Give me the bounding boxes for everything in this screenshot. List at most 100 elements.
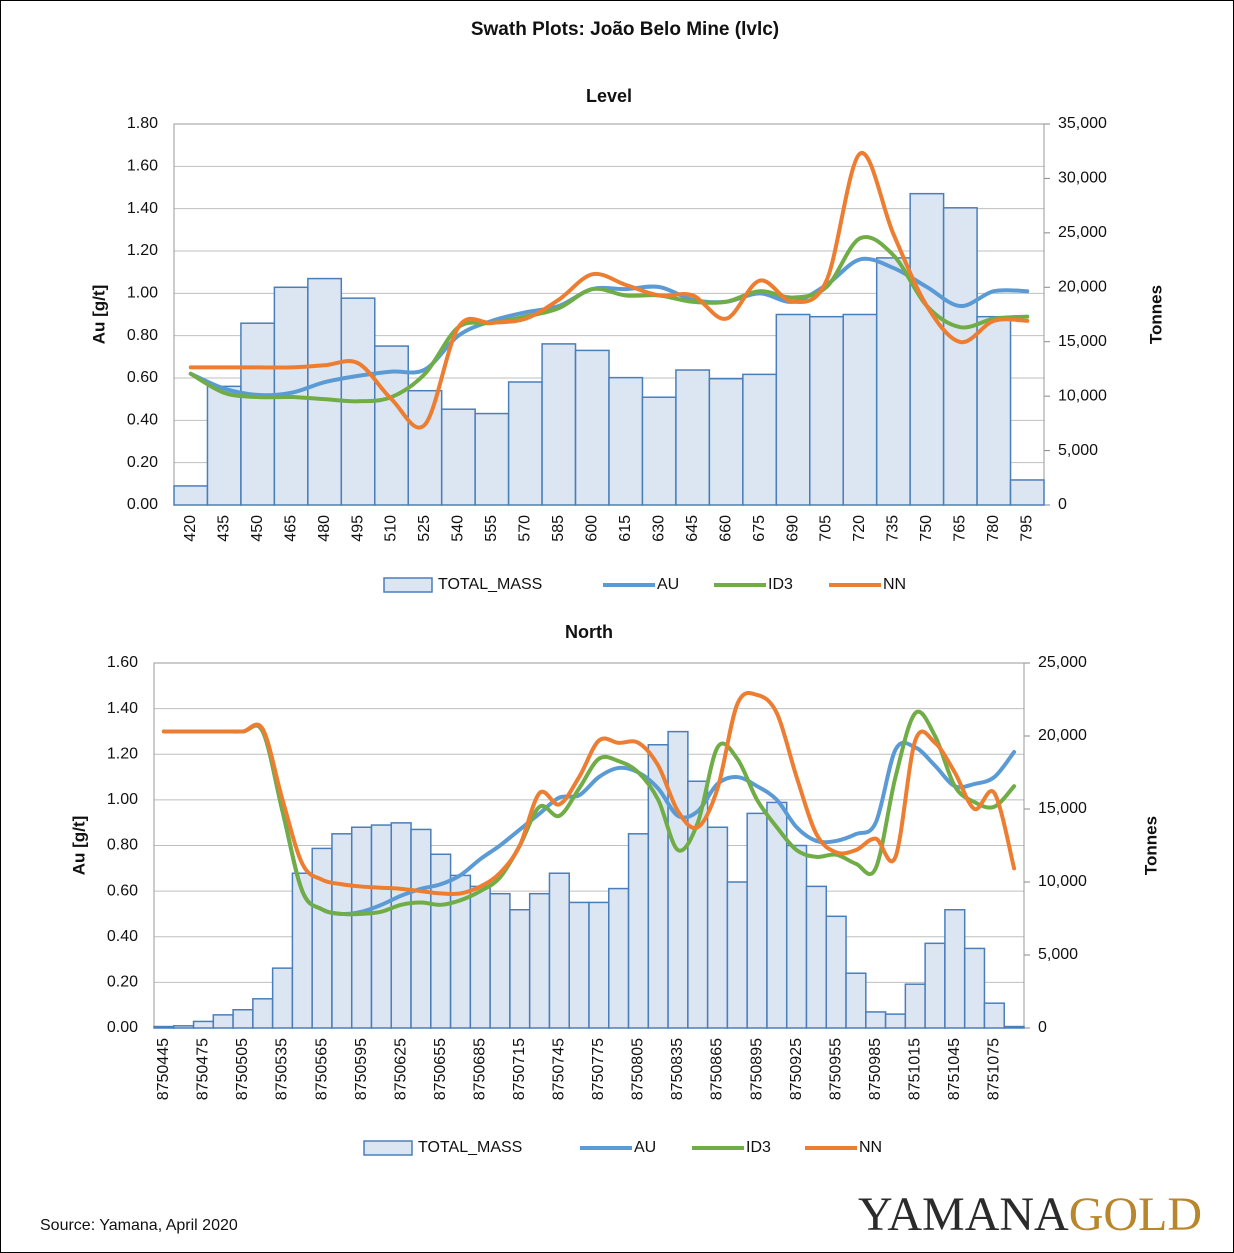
x-tick-label: 690 [784, 515, 801, 542]
x-tick-label: 570 [517, 515, 534, 542]
bar [212, 1014, 234, 1029]
legend-swatch [363, 1140, 413, 1156]
y2-tick-label: 0 [1038, 1019, 1047, 1036]
y-tick-label: 0.80 [127, 327, 158, 344]
x-tick-label: 8751075 [986, 1038, 1003, 1100]
x-tick-label: 8750805 [630, 1038, 647, 1100]
y2-axis-label: Tonnes [1141, 816, 1160, 875]
bar [845, 972, 867, 1029]
bar [641, 396, 677, 506]
bar [608, 376, 644, 506]
x-tick-label: 660 [717, 515, 734, 542]
x-tick-label: 705 [818, 515, 835, 542]
line-series [188, 151, 1030, 430]
x-tick-label: 675 [751, 515, 768, 542]
bar [1009, 479, 1045, 506]
x-tick-label: 585 [550, 515, 567, 542]
bar [983, 1002, 1005, 1029]
bar [192, 1020, 215, 1029]
y2-tick-label: 20,000 [1058, 279, 1107, 296]
y-tick-label: 1.40 [127, 200, 158, 217]
bar [548, 872, 570, 1029]
bar [775, 313, 811, 506]
bar [173, 1025, 195, 1029]
y2-tick-label: 5,000 [1038, 946, 1078, 963]
legend-label: AU [657, 576, 679, 593]
y-tick-label: 0.20 [107, 974, 138, 991]
y-tick-label: 1.60 [127, 158, 158, 175]
y-tick-label: 1.40 [107, 700, 138, 717]
bar [865, 1011, 887, 1029]
bar [942, 207, 978, 506]
bar [469, 885, 491, 1029]
x-tick-label: 465 [282, 515, 299, 542]
bar [875, 257, 911, 506]
bar [608, 887, 630, 1029]
bar [541, 343, 577, 506]
y2-tick-label: 25,000 [1058, 224, 1107, 241]
chart-title: Level [586, 86, 632, 106]
bar [667, 730, 689, 1029]
line-series [188, 235, 1030, 404]
source: Source: Yamana, April 2020 [40, 1217, 238, 1234]
y-tick-label: 0.00 [127, 496, 158, 513]
bar [944, 908, 966, 1029]
y-tick-label: 0.40 [107, 928, 138, 945]
x-tick-label: 510 [383, 515, 400, 542]
y-tick-label: 1.00 [107, 791, 138, 808]
y2-tick-label: 20,000 [1038, 727, 1087, 744]
x-tick-label: 8750745 [551, 1038, 568, 1100]
bar [574, 349, 610, 506]
line-series [188, 256, 1030, 398]
bar [708, 377, 744, 506]
y2-tick-label: 0 [1058, 496, 1067, 513]
y-tick-label: 0.60 [107, 882, 138, 899]
y2-tick-label: 10,000 [1058, 387, 1107, 404]
legend-label: NN [859, 1139, 882, 1156]
legend-label: ID3 [746, 1139, 771, 1156]
y2-tick-label: 35,000 [1058, 115, 1107, 132]
page-title: Swath Plots: João Belo Mine (lvlc) [471, 19, 779, 40]
bar [232, 1009, 254, 1029]
y-tick-label: 1.20 [127, 242, 158, 259]
bar [884, 1013, 907, 1029]
x-tick-label: 525 [416, 515, 433, 542]
legend-label: NN [883, 576, 906, 593]
line-series [161, 709, 1017, 917]
bar [252, 998, 274, 1029]
bar [370, 824, 393, 1029]
x-tick-label: 8750955 [827, 1038, 844, 1100]
logo-part: YAMANA [858, 1188, 1069, 1241]
legend-label: AU [634, 1139, 656, 1156]
y2-tick-label: 25,000 [1038, 654, 1087, 671]
bar [842, 313, 878, 506]
bar [507, 381, 543, 506]
x-tick-label: 8750625 [392, 1038, 409, 1100]
x-tick-label: 8750445 [155, 1038, 172, 1100]
x-tick-label: 645 [684, 515, 701, 542]
bar [440, 408, 476, 506]
x-tick-label: 480 [316, 515, 333, 542]
x-tick-label: 630 [650, 515, 667, 542]
line-series [161, 691, 1017, 897]
x-tick-label: 615 [617, 515, 634, 542]
logo-part: GOLD [1069, 1188, 1202, 1241]
bar [976, 315, 1012, 506]
bar [271, 967, 294, 1029]
x-tick-label: 8750895 [748, 1038, 765, 1100]
bar [825, 915, 847, 1029]
bar [809, 315, 844, 506]
y2-tick-label: 30,000 [1058, 170, 1107, 187]
bar [909, 192, 945, 506]
bar [350, 826, 373, 1029]
bar [307, 277, 343, 506]
x-tick-label: 8750535 [274, 1038, 291, 1100]
bar [528, 892, 551, 1029]
bar [489, 892, 511, 1029]
x-tick-label: 8750865 [709, 1038, 726, 1100]
x-tick-label: 8750715 [511, 1038, 528, 1100]
bar [390, 822, 412, 1029]
legend-label: ID3 [768, 576, 793, 593]
